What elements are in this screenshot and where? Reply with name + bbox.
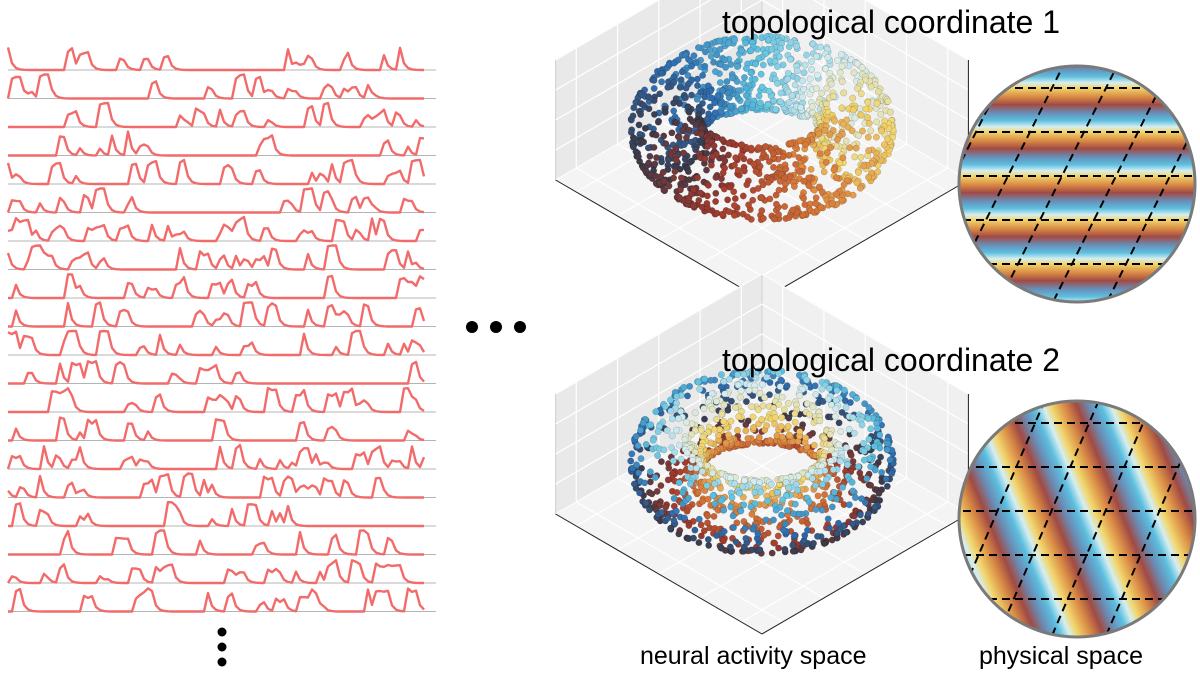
torus-scatter-coordinate-2 [554,273,970,635]
trace-line [8,360,425,385]
trace-line [7,215,425,243]
physical-space-disc-1 [957,64,1197,304]
trace-line [6,443,426,471]
trace-line [6,158,426,186]
trace-line [6,73,424,100]
trace-line [8,130,425,157]
trace-line [8,386,425,414]
title-topological-coordinate-2: topological coordinate 2 [722,342,1061,378]
trace-line [8,416,425,442]
trace-line [8,273,425,300]
trace-line [8,301,426,328]
vertical-ellipsis-dots [217,627,227,667]
physical-space-disc-2 [957,399,1197,639]
title-topological-coordinate-1: topological coordinate 1 [722,4,1061,40]
trace-line [6,46,425,72]
trace-line [7,329,426,357]
trace-line [8,529,424,556]
trace-line [8,500,424,528]
trace-line [8,587,425,613]
trace-line [6,559,424,585]
label-physical-space: physical space [979,642,1143,670]
neural-activity-traces [6,46,436,613]
trace-line [8,101,425,129]
horizontal-ellipsis-dots [466,321,526,333]
label-neural-activity-space: neural activity space [640,642,867,670]
trace-line [6,244,425,271]
trace-line [7,472,424,499]
torus-scatter-coordinate-1 [554,0,970,301]
trace-line [6,187,425,214]
